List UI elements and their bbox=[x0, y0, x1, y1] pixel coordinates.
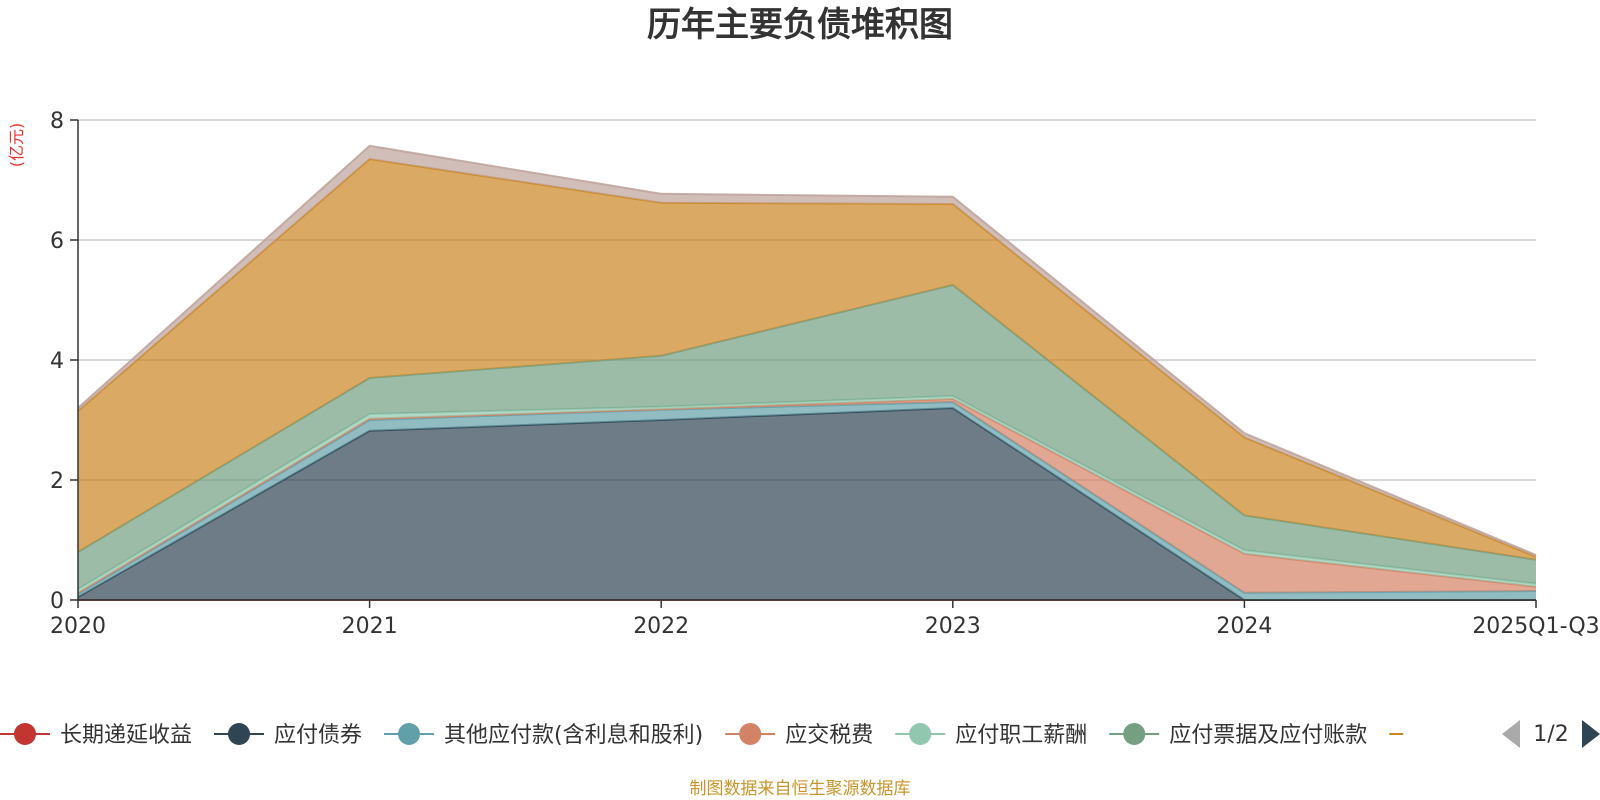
y-axis-unit-label: (亿元) bbox=[7, 123, 26, 168]
legend-item[interactable]: 应付职工薪酬 bbox=[895, 723, 1087, 748]
legend-circle-marker bbox=[1123, 723, 1146, 745]
legend-circle-marker bbox=[739, 723, 762, 745]
legend-item[interactable]: 应交税费 bbox=[725, 723, 873, 748]
legend-pager: 1/2 bbox=[1502, 720, 1600, 748]
area-fill-2 bbox=[78, 402, 1536, 600]
legend-circle-marker bbox=[228, 723, 251, 745]
x-tick-label: 2025Q1-Q3 bbox=[1472, 614, 1599, 639]
y-tick-label: 0 bbox=[50, 589, 64, 614]
x-tick-label: 2021 bbox=[342, 614, 398, 639]
x-axis-ticks: 2020 2021 2022 2023 2024 2025Q1-Q3 bbox=[50, 600, 1600, 639]
legend: 长期递延收益 应付债券 其他应付款(含利息和股利) 应交税费 应付职工薪酬 应付票据及应付… bbox=[0, 723, 1404, 748]
legend-circle-marker bbox=[398, 723, 421, 745]
legend-item[interactable]: 应付债券 bbox=[214, 723, 362, 748]
area-fill-6 bbox=[78, 159, 1536, 560]
y-tick-label: 2 bbox=[50, 469, 64, 494]
y-tick-label: 8 bbox=[50, 109, 64, 134]
triangle-right-icon[interactable] bbox=[1582, 720, 1600, 748]
x-tick-label: 2020 bbox=[50, 614, 106, 639]
legend-label: 应付职工薪酬 bbox=[955, 723, 1087, 748]
x-tick-label: 2024 bbox=[1216, 614, 1272, 639]
x-tick-label: 2023 bbox=[925, 614, 981, 639]
legend-item[interactable]: 应付票据及应付账款 bbox=[1109, 723, 1367, 748]
legend-item[interactable]: 其他应付款(含利息和股利) bbox=[384, 723, 703, 748]
data-source-note: 制图数据来自恒生聚源数据库 bbox=[690, 779, 911, 799]
triangle-left-icon[interactable] bbox=[1502, 720, 1520, 748]
y-axis-ticks: 0 2 4 6 8 bbox=[50, 109, 78, 614]
y-tick-label: 4 bbox=[50, 349, 64, 374]
legend-label: 其他应付款(含利息和股利) bbox=[444, 723, 703, 748]
area-series-7 bbox=[77, 144, 1537, 557]
x-tick-label: 2022 bbox=[633, 614, 689, 639]
y-tick-label: 6 bbox=[50, 229, 64, 254]
area-line-7 bbox=[77, 144, 1537, 556]
area-fill-3 bbox=[78, 399, 1536, 594]
legend-label: 应交税费 bbox=[785, 723, 873, 748]
legend-page-indicator: 1/2 bbox=[1533, 722, 1568, 747]
legend-label: 应付票据及应付账款 bbox=[1169, 723, 1367, 748]
legend-item[interactable]: 长期递延收益 bbox=[0, 723, 192, 748]
area-fill-5 bbox=[78, 285, 1536, 590]
legend-circle-marker bbox=[909, 723, 932, 745]
legend-label: 长期递延收益 bbox=[60, 723, 192, 748]
legend-circle-marker bbox=[14, 723, 36, 745]
area-series-group bbox=[77, 144, 1537, 601]
legend-label: 应付债券 bbox=[274, 723, 362, 748]
chart-title: 历年主要负债堆积图 bbox=[647, 5, 953, 45]
